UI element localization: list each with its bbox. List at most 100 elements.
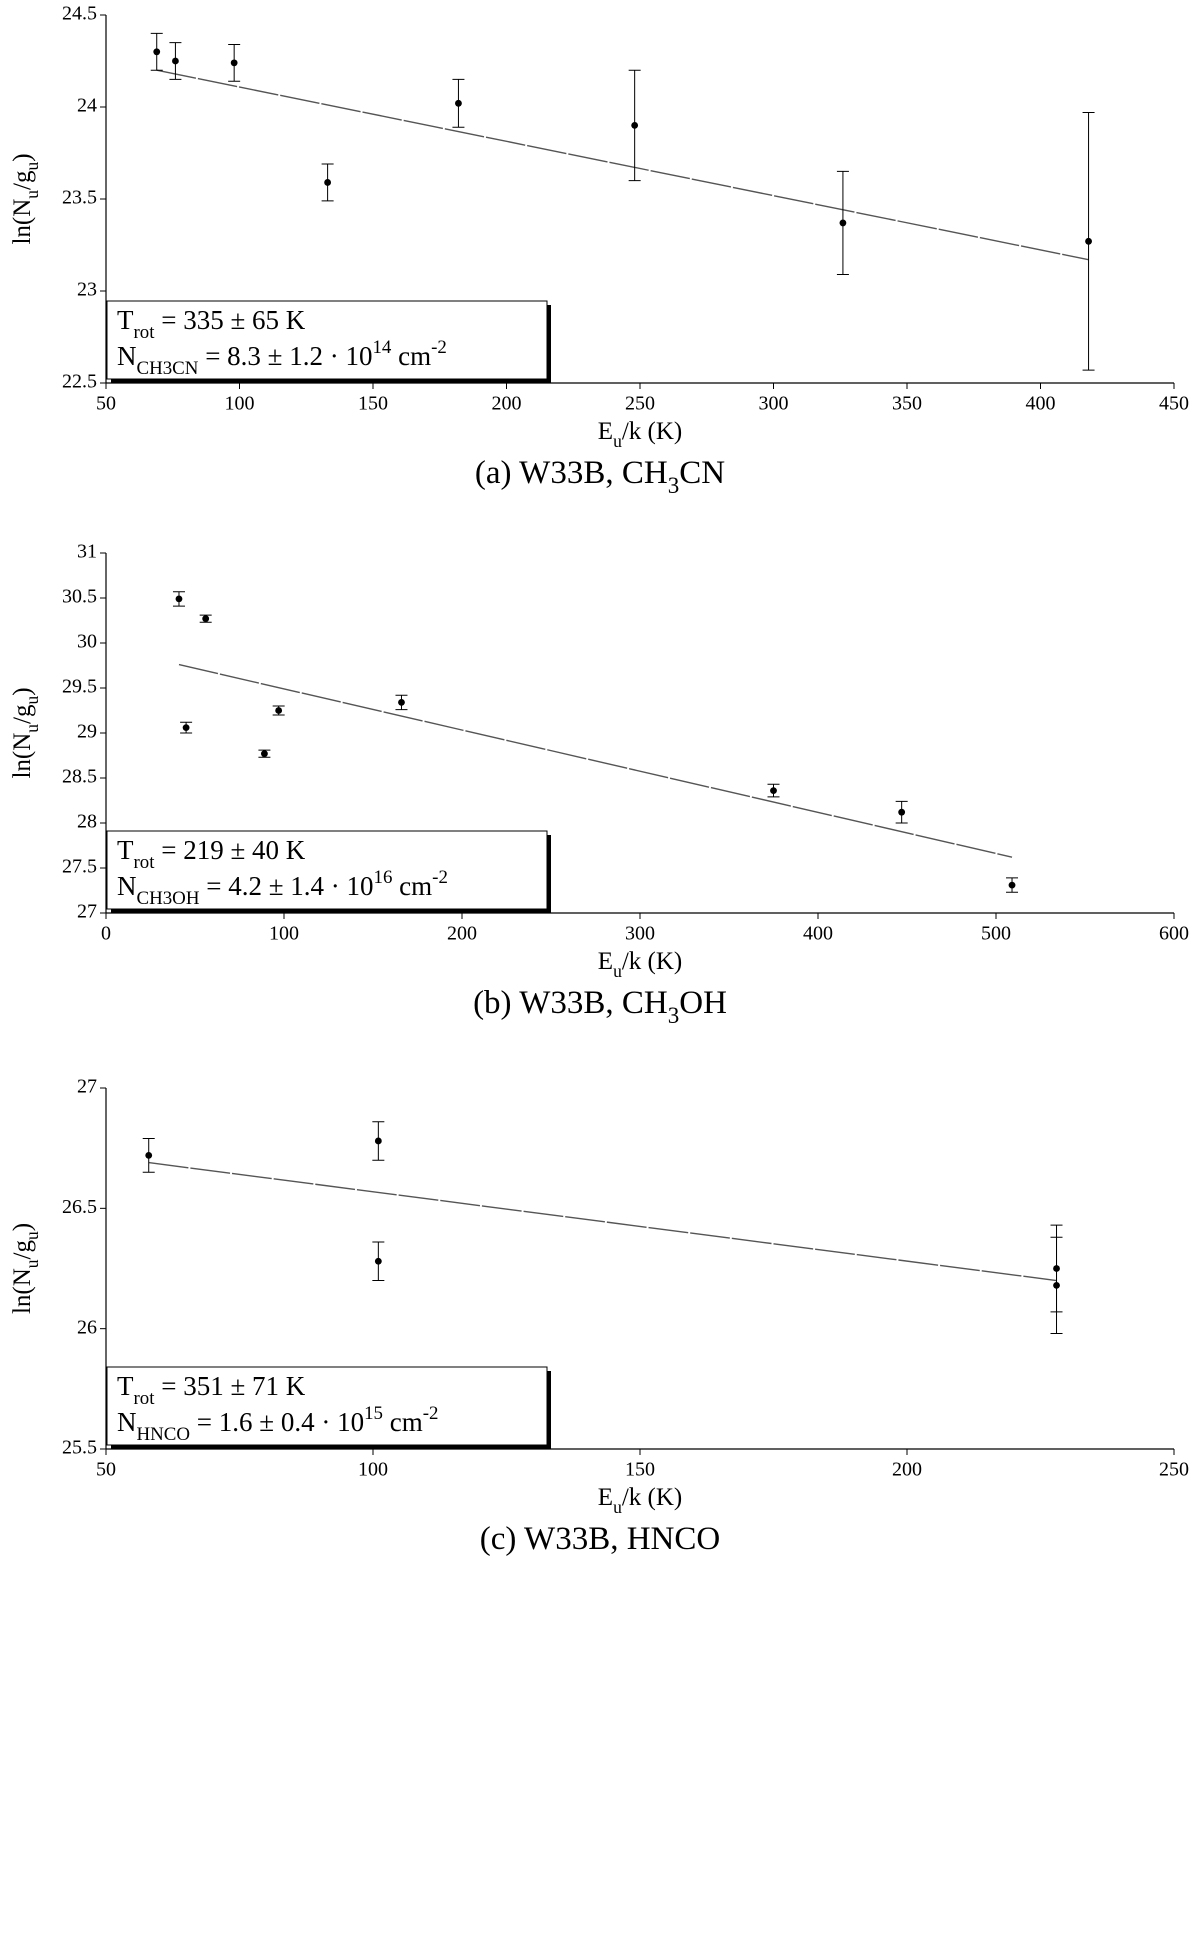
annotation-line-part: rot — [134, 322, 156, 343]
annotation-line-part: = 4.2 ± 1.4 · 10 — [199, 871, 373, 901]
y-axis-label-part: u — [22, 696, 42, 705]
annotation-box — [106, 300, 548, 380]
y-tick-label: 22.5 — [62, 371, 97, 393]
annotation-line-part: cm — [392, 871, 432, 901]
data-point — [153, 48, 161, 56]
caption-part: (c) W33B, HNCO — [480, 1521, 720, 1557]
caption-part: (a) W33B, CH — [475, 455, 668, 491]
annotation-line-part: N — [117, 871, 137, 901]
y-axis-label-part: ) — [9, 1223, 36, 1231]
annotation-line-part: = 351 ± 71 K — [155, 1371, 306, 1401]
annotation-line-part: T — [117, 305, 134, 335]
y-axis-label-part: u — [22, 1259, 42, 1268]
fit-line — [148, 1161, 1057, 1282]
data-point — [398, 699, 405, 706]
x-tick-label: 300 — [759, 393, 789, 415]
x-tick-label: 500 — [981, 923, 1011, 945]
y-tick-label: 30.5 — [62, 586, 97, 608]
data-point — [1008, 881, 1016, 889]
data-point — [324, 179, 332, 186]
x-axis-label: Eu/k (K) — [598, 1484, 682, 1517]
x-axis-label-part: E — [598, 1484, 613, 1511]
y-tick-label: 27 — [77, 901, 97, 923]
y-tick-label: 30 — [77, 631, 97, 653]
annotation-line-part: = 1.6 ± 0.4 · 10 — [190, 1407, 364, 1437]
y-tick-label: 23 — [77, 279, 97, 301]
data-point — [374, 1257, 382, 1265]
annotation-line-part: CH3CN — [137, 358, 199, 379]
y-tick-label: 26.5 — [62, 1196, 97, 1218]
y-tick-label: 26 — [77, 1316, 97, 1338]
caption: (b) W33B, CH3OH — [473, 985, 727, 1029]
y-tick-label: 24 — [77, 95, 97, 117]
annotation-line: NCH3OH = 4.2 ± 1.4 · 1016 cm-2 — [117, 867, 448, 909]
x-tick-label: 400 — [803, 923, 833, 945]
x-tick-label: 350 — [892, 393, 922, 415]
y-axis-label-part: /g — [9, 704, 36, 724]
x-tick-label: 250 — [625, 393, 655, 415]
y-tick-label: 28.5 — [62, 766, 97, 788]
x-tick-label: 200 — [492, 393, 522, 415]
annotation-line-part: 16 — [374, 867, 393, 888]
annotation-line-part: N — [117, 1407, 137, 1437]
data-point — [839, 219, 847, 227]
data-point — [182, 724, 190, 731]
annotation-line-part: T — [117, 835, 134, 865]
data-point — [275, 707, 283, 714]
caption-part: OH — [679, 985, 727, 1021]
fit-line — [156, 69, 1089, 261]
annotation-line: Trot = 219 ± 40 K — [117, 835, 306, 873]
x-axis-label-part: /k (K) — [622, 418, 682, 445]
x-tick-label: 100 — [358, 1459, 388, 1481]
x-axis-label-part: u — [613, 961, 622, 981]
annotation-line: Trot = 351 ± 71 K — [117, 1371, 306, 1409]
x-tick-label: 200 — [447, 923, 477, 945]
annotation-line-part: 14 — [372, 337, 391, 358]
x-tick-label: 200 — [892, 1459, 922, 1481]
annotation-box — [106, 830, 548, 910]
y-axis-label-part: ) — [9, 153, 36, 161]
data-point — [898, 808, 906, 816]
annotation-line-part: rot — [134, 1388, 156, 1409]
y-tick-label: 24.5 — [62, 3, 97, 25]
caption: (c) W33B, HNCO — [480, 1521, 720, 1557]
y-axis-label-part: ) — [9, 687, 36, 695]
caption-part: (b) W33B, CH — [473, 985, 668, 1021]
x-tick-label: 250 — [1159, 1459, 1189, 1481]
annotation-line-part: = 335 ± 65 K — [155, 305, 306, 335]
x-tick-label: 100 — [269, 923, 299, 945]
annotation-line-part: = 219 ± 40 K — [155, 835, 306, 865]
x-tick-label: 0 — [101, 923, 111, 945]
annotation-box — [106, 1366, 548, 1446]
data-point — [1053, 1281, 1060, 1289]
y-axis-label: ln(Nu/gu) — [9, 1223, 42, 1314]
y-tick-label: 25.5 — [62, 1437, 97, 1459]
data-point — [1085, 237, 1092, 245]
data-point — [172, 57, 179, 65]
y-tick-label: 28 — [77, 811, 97, 833]
y-tick-label: 29 — [77, 721, 97, 743]
x-tick-label: 600 — [1159, 923, 1189, 945]
annotation-line-part: HNCO — [137, 1424, 191, 1445]
x-axis-label-part: /k (K) — [622, 1484, 682, 1511]
annotation-line-part: N — [117, 341, 137, 371]
y-axis-label: ln(Nu/gu) — [9, 153, 42, 244]
y-tick-label: 23.5 — [62, 187, 97, 209]
x-tick-label: 150 — [358, 393, 388, 415]
x-tick-label: 150 — [625, 1459, 655, 1481]
x-axis-label-part: u — [613, 431, 622, 451]
y-axis-label-part: /g — [9, 1240, 36, 1260]
annotation-line-part: 15 — [364, 1403, 383, 1424]
caption: (a) W33B, CH3CN — [475, 455, 725, 499]
annotation-line-part: -2 — [423, 1403, 439, 1424]
data-point — [202, 615, 210, 623]
y-axis-label-part: /g — [9, 170, 36, 190]
annotation-line-part: -2 — [432, 867, 448, 888]
x-axis-label-part: E — [598, 418, 613, 445]
annotation-line-part: cm — [383, 1407, 423, 1437]
x-tick-label: 50 — [96, 393, 116, 415]
y-tick-label: 31 — [77, 541, 97, 563]
y-tick-label: 27 — [77, 1076, 97, 1098]
data-point — [175, 595, 183, 603]
caption-part: 3 — [668, 1002, 680, 1028]
